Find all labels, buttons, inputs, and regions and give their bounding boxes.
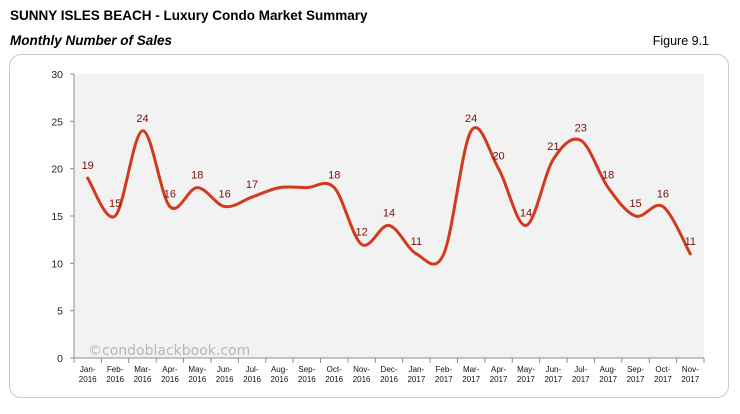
x-tick-label: Mar-2016 xyxy=(134,365,152,384)
x-tick-label: Sep-2016 xyxy=(298,365,316,384)
x-tick-label: Apr-2016 xyxy=(161,365,179,384)
x-tick-label: Mar-2017 xyxy=(462,365,480,384)
x-tick-label: Jul-2016 xyxy=(243,365,261,384)
sales-line xyxy=(86,126,692,266)
data-label: 14 xyxy=(520,207,532,219)
y-tick-label: 5 xyxy=(57,306,63,318)
plot-area xyxy=(74,74,704,358)
y-tick-label: 25 xyxy=(51,116,63,128)
data-label: 20 xyxy=(492,151,504,163)
data-label: 14 xyxy=(383,207,395,219)
page-title: SUNNY ISLES BEACH - Luxury Condo Market … xyxy=(10,8,368,23)
x-tick-label: Oct-2016 xyxy=(325,365,343,384)
x-tick-label: Nov-2016 xyxy=(353,365,371,384)
x-tick-label: Aug-2016 xyxy=(271,365,289,384)
y-tick-label: 0 xyxy=(57,353,63,365)
x-tick-label: Jan-2017 xyxy=(407,365,425,384)
data-label: 15 xyxy=(629,198,641,210)
data-label: 12 xyxy=(355,226,367,238)
y-tick-label: 10 xyxy=(51,258,63,270)
x-tick-label: Nov-2017 xyxy=(681,365,699,384)
data-label: 16 xyxy=(164,189,176,201)
x-tick-label: Feb-2017 xyxy=(435,365,453,384)
x-tick-label: Oct-2017 xyxy=(654,365,672,384)
data-label: 19 xyxy=(82,160,94,172)
data-label: 11 xyxy=(685,236,696,248)
data-label: 16 xyxy=(219,189,231,201)
x-tick-label: Sep-2017 xyxy=(627,365,645,384)
x-tick-label: Jan-2016 xyxy=(79,365,97,384)
x-tick-label: Jul-2017 xyxy=(572,365,590,384)
x-tick-label: Dec-2016 xyxy=(380,365,398,384)
y-tick-label: 15 xyxy=(51,211,63,223)
x-axis: Jan-2016 Feb-2016 Mar-2016 Apr-2016 May-2016… xyxy=(73,357,705,384)
chart-subtitle: Monthly Number of Sales xyxy=(10,33,173,48)
data-label: 18 xyxy=(602,170,614,182)
data-label: 24 xyxy=(136,113,148,125)
data-label: 16 xyxy=(657,189,669,201)
figure-label: Figure 9.1 xyxy=(652,34,709,48)
x-tick-label: Feb-2016 xyxy=(106,365,124,384)
x-tick-label: Aug-2017 xyxy=(599,365,617,384)
x-tick-label: Jun-2017 xyxy=(544,365,562,384)
data-label: 15 xyxy=(109,198,121,210)
y-tick-label: 20 xyxy=(51,164,63,176)
data-label: 17 xyxy=(246,179,258,191)
data-label: 18 xyxy=(328,170,340,182)
data-label: 21 xyxy=(547,141,559,153)
x-tick-label: Jun-2016 xyxy=(216,365,234,384)
data-label: 11 xyxy=(411,236,422,248)
data-labels: 19 15 24 16 18 16 17 18 12 14 11 24 20 14 21 23 18 15 16 11 xyxy=(82,113,696,248)
data-label: 18 xyxy=(191,170,203,182)
data-label: 24 xyxy=(465,113,477,125)
x-tick-label: Apr-2017 xyxy=(490,365,508,384)
x-tick-label: May-2017 xyxy=(517,365,535,384)
x-tick-label: May-2016 xyxy=(188,365,206,384)
watermark-text: ©condoblackbook.com xyxy=(88,343,250,359)
data-label: 23 xyxy=(575,122,587,134)
y-axis: 0 5 10 15 20 25 30 xyxy=(51,69,75,365)
y-tick-label: 30 xyxy=(51,69,63,81)
